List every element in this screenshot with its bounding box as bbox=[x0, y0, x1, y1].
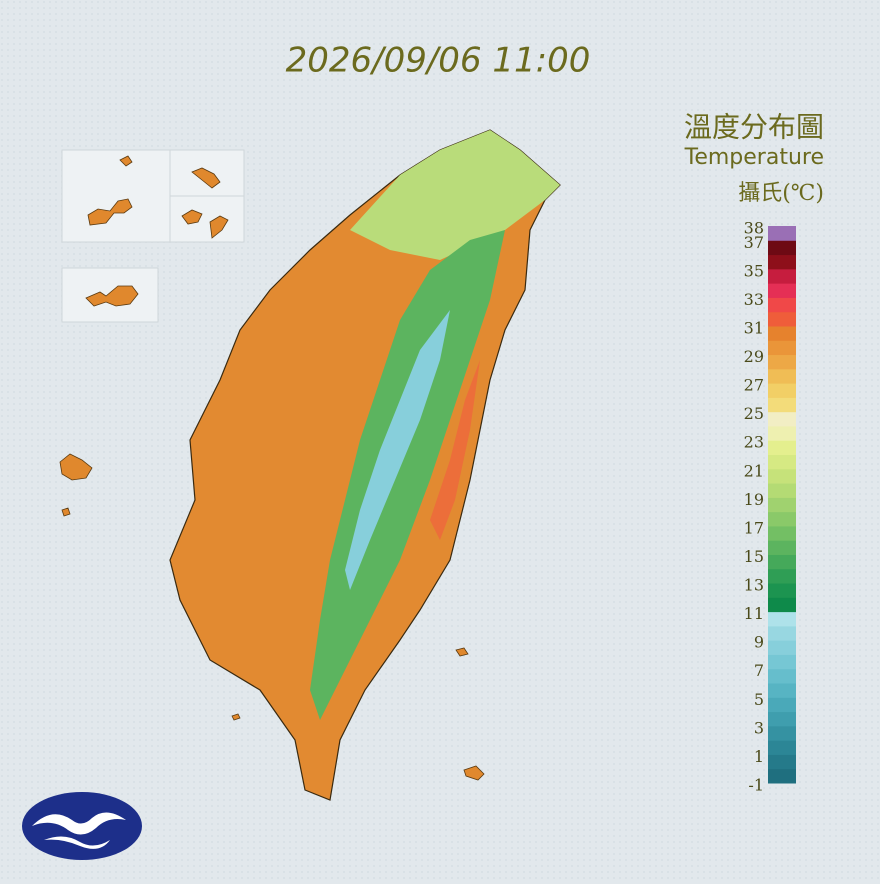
colorbar-segment bbox=[768, 611, 796, 627]
colorbar-segment bbox=[768, 697, 796, 713]
colorbar-tick-label: 11 bbox=[744, 604, 764, 623]
cwa-logo bbox=[22, 792, 142, 860]
colorbar-tick-label: 25 bbox=[744, 404, 764, 423]
colorbar-segment bbox=[768, 311, 796, 327]
colorbar-segment bbox=[768, 468, 796, 484]
colorbar-segment bbox=[768, 354, 796, 370]
colorbar-tick-label: 7 bbox=[754, 661, 764, 680]
colorbar-segment bbox=[768, 397, 796, 413]
legend-subtitle: Temperature bbox=[684, 145, 824, 170]
map-title: 2026/09/06 11:00 bbox=[286, 41, 591, 81]
colorbar-tick-label: 19 bbox=[744, 490, 764, 509]
colorbar-segment bbox=[768, 568, 796, 584]
colorbar-segment bbox=[768, 511, 796, 527]
colorbar-segment bbox=[768, 725, 796, 741]
colorbar-tick-label: 33 bbox=[744, 290, 764, 309]
colorbar-segment bbox=[768, 740, 796, 755]
colorbar-segment bbox=[768, 640, 796, 655]
colorbar-tick-label: 13 bbox=[744, 576, 764, 595]
colorbar-segment bbox=[768, 325, 796, 341]
colorbar-tick-label: 21 bbox=[744, 461, 764, 480]
colorbar-segment bbox=[768, 654, 796, 670]
colorbar-segment bbox=[768, 668, 796, 684]
colorbar-tick-label: 37 bbox=[744, 233, 764, 252]
inset-islands bbox=[59, 149, 485, 781]
colorbar-segment bbox=[768, 768, 796, 784]
colorbar-segment bbox=[768, 297, 796, 313]
colorbar-segment bbox=[768, 226, 796, 241]
colorbar-segment bbox=[768, 483, 796, 498]
colorbar-tick-label: 9 bbox=[754, 633, 764, 652]
colorbar-tick-label: 31 bbox=[744, 318, 764, 337]
colorbar-segment bbox=[768, 440, 796, 456]
colorbar-tick-label: -1 bbox=[748, 776, 764, 795]
colorbar-segment bbox=[768, 240, 796, 256]
colorbar-segment bbox=[768, 683, 796, 698]
colorbar-segment bbox=[768, 597, 796, 613]
colorbar-segment bbox=[768, 554, 796, 570]
colorbar-segment bbox=[768, 454, 796, 470]
colorbar-segment bbox=[768, 340, 796, 356]
colorbar-tick-label: 5 bbox=[754, 690, 764, 709]
colorbar-tick-label: 27 bbox=[744, 376, 764, 395]
colorbar-segment bbox=[768, 754, 796, 770]
colorbar-tick-label: 35 bbox=[744, 261, 764, 280]
colorbar-segment bbox=[768, 368, 796, 384]
colorbar-tick-label: 1 bbox=[754, 747, 764, 766]
colorbar-segment bbox=[768, 425, 796, 441]
colorbar-tick-label: 29 bbox=[744, 347, 764, 366]
colorbar-segment bbox=[768, 254, 796, 270]
colorbar-segment bbox=[768, 625, 796, 641]
colorbar-segment bbox=[768, 583, 796, 598]
colorbar-segment bbox=[768, 497, 796, 513]
legend-unit: 攝氏(℃) bbox=[738, 181, 824, 206]
taiwan-map bbox=[169, 129, 561, 801]
colorbar-segment bbox=[768, 283, 796, 298]
colorbar-tick-label: 38 bbox=[744, 219, 764, 238]
colorbar-segment bbox=[768, 711, 796, 727]
colorbar-segment bbox=[768, 383, 796, 398]
colorbar-tick-label: 15 bbox=[744, 547, 764, 566]
colorbar-segment bbox=[768, 540, 796, 555]
colorbar-tick-label: 3 bbox=[754, 718, 764, 737]
colorbar-segment bbox=[768, 525, 796, 541]
legend-title: 溫度分布圖 bbox=[684, 111, 824, 144]
colorbar-segment bbox=[768, 268, 796, 284]
colorbar-segment bbox=[768, 411, 796, 427]
colorbar-tick-label: 23 bbox=[744, 433, 764, 452]
colorbar-tick-label: 17 bbox=[744, 518, 764, 537]
